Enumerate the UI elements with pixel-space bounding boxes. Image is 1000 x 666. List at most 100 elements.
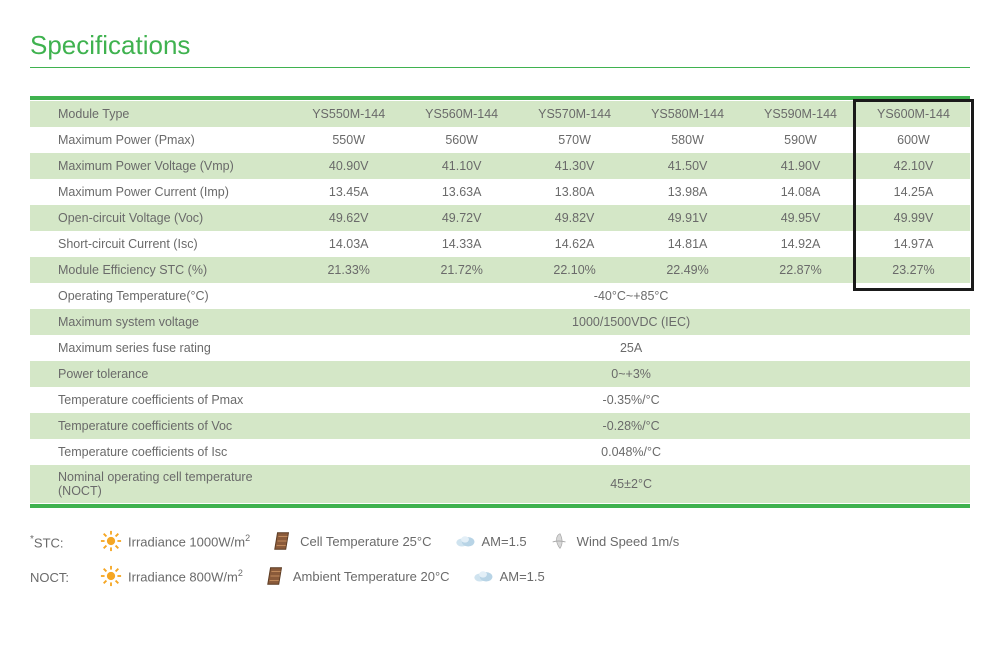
footer-item-text: Irradiance 1000W/m2 — [128, 533, 250, 549]
footer-item: Wind Speed 1m/s — [549, 530, 680, 552]
row-value: 0~+3% — [292, 361, 970, 387]
cell-5-3: 22.49% — [631, 257, 744, 283]
cell-3-4: 49.95V — [744, 205, 857, 231]
footer-item: AM=1.5 — [472, 565, 545, 587]
footer-item-text: Irradiance 800W/m2 — [128, 568, 243, 584]
row-label: Maximum series fuse rating — [30, 335, 292, 361]
cell-0-2: 570W — [518, 127, 631, 153]
cell-3-5: 49.99V — [857, 205, 970, 231]
table-row: Temperature coefficients of Pmax-0.35%/°… — [30, 387, 970, 413]
table-row: Open-circuit Voltage (Voc)49.62V49.72V49… — [30, 205, 970, 231]
row-value: -40°C~+85°C — [292, 283, 970, 309]
cell-0-0: 550W — [292, 127, 405, 153]
cloud-icon — [472, 565, 494, 587]
row-label: Maximum Power Current (Imp) — [30, 179, 292, 205]
spec-table-container: Module TypeYS550M-144YS560M-144YS570M-14… — [30, 96, 970, 508]
cell-1-5: 42.10V — [857, 153, 970, 179]
model-header-3: YS580M-144 — [631, 101, 744, 127]
row-label: Open-circuit Voltage (Voc) — [30, 205, 292, 231]
row-label: Maximum system voltage — [30, 309, 292, 335]
table-row: Maximum Power Voltage (Vmp)40.90V41.10V 4… — [30, 153, 970, 179]
cell-2-1: 13.63A — [405, 179, 518, 205]
spec-table: Module TypeYS550M-144YS560M-144YS570M-14… — [30, 101, 970, 503]
cell-4-3: 14.81A — [631, 231, 744, 257]
cell-3-3: 49.91V — [631, 205, 744, 231]
cell-1-1: 41.10V — [405, 153, 518, 179]
cell-4-1: 14.33A — [405, 231, 518, 257]
cell-4-0: 14.03A — [292, 231, 405, 257]
cell-1-4: 41.90V — [744, 153, 857, 179]
footer-item: AM=1.5 — [454, 530, 527, 552]
model-header-1: YS560M-144 — [405, 101, 518, 127]
table-row: Maximum series fuse rating25A — [30, 335, 970, 361]
table-row: Maximum system voltage1000/1500VDC (IEC) — [30, 309, 970, 335]
cell-3-0: 49.62V — [292, 205, 405, 231]
table-row: Maximum Power Current (Imp)13.45A13.63A1… — [30, 179, 970, 205]
cloud-icon — [454, 530, 476, 552]
row-label: Maximum Power Voltage (Vmp) — [30, 153, 292, 179]
row-label: Temperature coefficients of Pmax — [30, 387, 292, 413]
wind-icon — [549, 530, 571, 552]
cell-1-0: 40.90V — [292, 153, 405, 179]
footer-item-text: Wind Speed 1m/s — [577, 534, 680, 549]
table-row: Module Efficiency STC (%)21.33%21.72%22.… — [30, 257, 970, 283]
row-label: Nominal operating cell temperature (NOCT… — [30, 465, 292, 503]
row-value: 1000/1500VDC (IEC) — [292, 309, 970, 335]
cell-5-0: 21.33% — [292, 257, 405, 283]
row-label: Temperature coefficients of Isc — [30, 439, 292, 465]
footer-item: Cell Temperature 25°C — [272, 530, 431, 552]
row-value: 25A — [292, 335, 970, 361]
row-value: 45±2°C — [292, 465, 970, 503]
model-header-2: YS570M-144 — [518, 101, 631, 127]
cell-3-1: 49.72V — [405, 205, 518, 231]
table-header-row: Module TypeYS550M-144YS560M-144YS570M-14… — [30, 101, 970, 127]
table-row: Temperature coefficients of Isc0.048%/°C — [30, 439, 970, 465]
cell-4-2: 14.62A — [518, 231, 631, 257]
row-label: Short-circuit Current (Isc) — [30, 231, 292, 257]
cell-icon — [272, 530, 294, 552]
cell-0-4: 590W — [744, 127, 857, 153]
model-header-5: YS600M-144 — [857, 101, 970, 127]
cell-2-5: 14.25A — [857, 179, 970, 205]
row-label: Module Efficiency STC (%) — [30, 257, 292, 283]
footer-item-text: AM=1.5 — [500, 569, 545, 584]
cell-2-4: 14.08A — [744, 179, 857, 205]
row-value: -0.28%/°C — [292, 413, 970, 439]
cell-2-2: 13.80A — [518, 179, 631, 205]
table-row: Temperature coefficients of Voc-0.28%/°C — [30, 413, 970, 439]
cell-3-2: 49.82V — [518, 205, 631, 231]
model-header-4: YS590M-144 — [744, 101, 857, 127]
row-value: -0.35%/°C — [292, 387, 970, 413]
stc-label: *STC: — [30, 534, 84, 550]
footer-item-text: Cell Temperature 25°C — [300, 534, 431, 549]
footer-item: Irradiance 800W/m2 — [100, 565, 243, 587]
cell-0-1: 560W — [405, 127, 518, 153]
sun-icon — [100, 530, 122, 552]
cell-5-2: 22.10% — [518, 257, 631, 283]
header-label: Module Type — [30, 101, 292, 127]
cell-4-5: 14.97A — [857, 231, 970, 257]
stc-row: *STC: Irradiance 1000W/m2 Cell Temperatur… — [30, 530, 970, 555]
table-row: Operating Temperature(°C)-40°C~+85°C — [30, 283, 970, 309]
cell-icon — [265, 565, 287, 587]
cell-2-0: 13.45A — [292, 179, 405, 205]
cell-4-4: 14.92A — [744, 231, 857, 257]
row-value: 0.048%/°C — [292, 439, 970, 465]
cell-5-1: 21.72% — [405, 257, 518, 283]
cell-0-3: 580W — [631, 127, 744, 153]
cell-5-4: 22.87% — [744, 257, 857, 283]
footer-item: Ambient Temperature 20°C — [265, 565, 450, 587]
table-row: Power tolerance0~+3% — [30, 361, 970, 387]
row-label: Maximum Power (Pmax) — [30, 127, 292, 153]
cell-1-3: 41.50V — [631, 153, 744, 179]
table-row: Maximum Power (Pmax)550W560W570W580W590W… — [30, 127, 970, 153]
cell-0-5: 600W — [857, 127, 970, 153]
model-header-0: YS550M-144 — [292, 101, 405, 127]
footer-conditions: *STC: Irradiance 1000W/m2 Cell Temperatur… — [30, 530, 970, 590]
row-label: Power tolerance — [30, 361, 292, 387]
title-underline — [30, 67, 970, 68]
table-row: Short-circuit Current (Isc)14.03A14.33A1… — [30, 231, 970, 257]
cell-2-3: 13.98A — [631, 179, 744, 205]
row-label: Temperature coefficients of Voc — [30, 413, 292, 439]
noct-label: NOCT: — [30, 570, 84, 585]
